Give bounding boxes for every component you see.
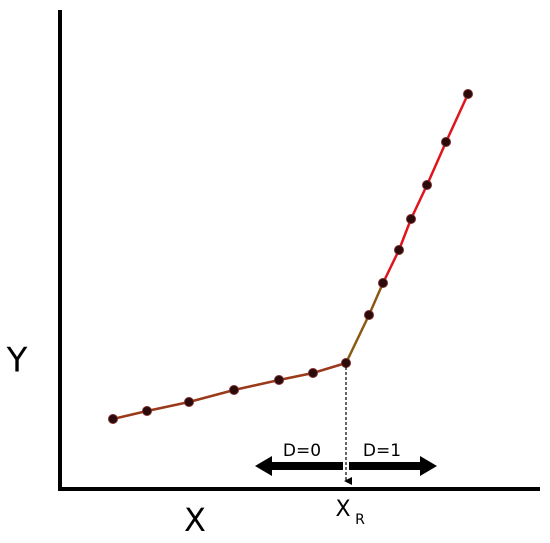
right-region-label: D=1	[363, 441, 401, 461]
points	[108, 89, 473, 424]
left-arrow	[255, 456, 343, 476]
threshold-subscript: R	[355, 512, 365, 528]
kink-line	[344, 282, 385, 364]
point	[406, 214, 416, 224]
point	[364, 310, 374, 320]
point	[394, 245, 404, 255]
point	[274, 375, 284, 385]
point	[378, 278, 388, 288]
point	[441, 137, 451, 147]
point	[308, 368, 318, 378]
right-line	[381, 93, 470, 284]
left-region-label: D=0	[283, 441, 321, 461]
point	[422, 180, 432, 190]
point	[229, 385, 239, 395]
point	[341, 358, 351, 368]
axes	[58, 10, 540, 491]
x-axis-label: X	[184, 501, 206, 539]
point	[463, 89, 473, 99]
point	[142, 406, 152, 416]
y-axis-label: Y	[6, 341, 28, 381]
threshold-label: X	[335, 497, 350, 522]
right-arrow	[349, 456, 437, 476]
point	[184, 397, 194, 407]
point	[108, 414, 118, 424]
